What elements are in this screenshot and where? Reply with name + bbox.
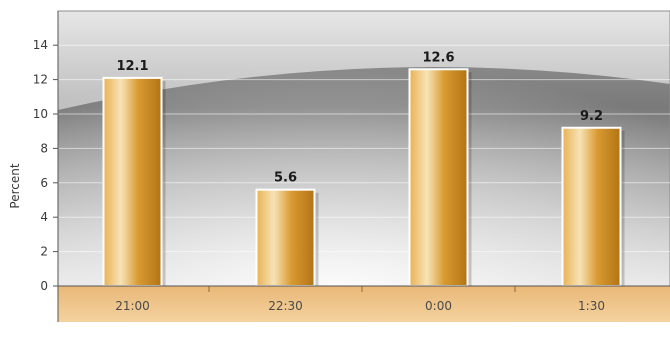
- y-tick-label: 10: [33, 107, 48, 121]
- x-tick-label: 0:00: [425, 299, 452, 313]
- y-tick-label: 8: [40, 141, 48, 155]
- category-band-fill: [58, 286, 670, 322]
- data-label: 9.2: [580, 109, 603, 124]
- data-labels: 12.1 5.6 12.6 9.2: [116, 50, 603, 185]
- bars: [102, 68, 625, 288]
- bar-0:00: [408, 68, 469, 287]
- x-tick-label: 22:30: [268, 299, 303, 313]
- y-tick-label: 2: [40, 245, 48, 259]
- bar-21:00: [102, 76, 163, 287]
- bar-22:30: [255, 188, 316, 287]
- y-tick-label: 4: [40, 210, 48, 224]
- data-label: 5.6: [274, 171, 297, 186]
- y-axis-title: Percent: [8, 163, 22, 208]
- x-tick-label: 21:00: [115, 299, 150, 313]
- y-tick-label: 6: [40, 176, 48, 190]
- y-tick-label: 0: [40, 279, 48, 293]
- y-tick-label: 14: [33, 38, 48, 52]
- data-label: 12.6: [422, 50, 454, 65]
- data-label: 12.1: [116, 59, 148, 74]
- x-tick-label: 1:30: [578, 299, 605, 313]
- category-band: 21:00 22:30 0:00 1:30: [58, 286, 670, 322]
- y-axis: 0 2 4 6 8 10 12 14: [33, 11, 670, 322]
- bar-1:30: [561, 126, 622, 288]
- y-tick-label: 12: [33, 73, 48, 87]
